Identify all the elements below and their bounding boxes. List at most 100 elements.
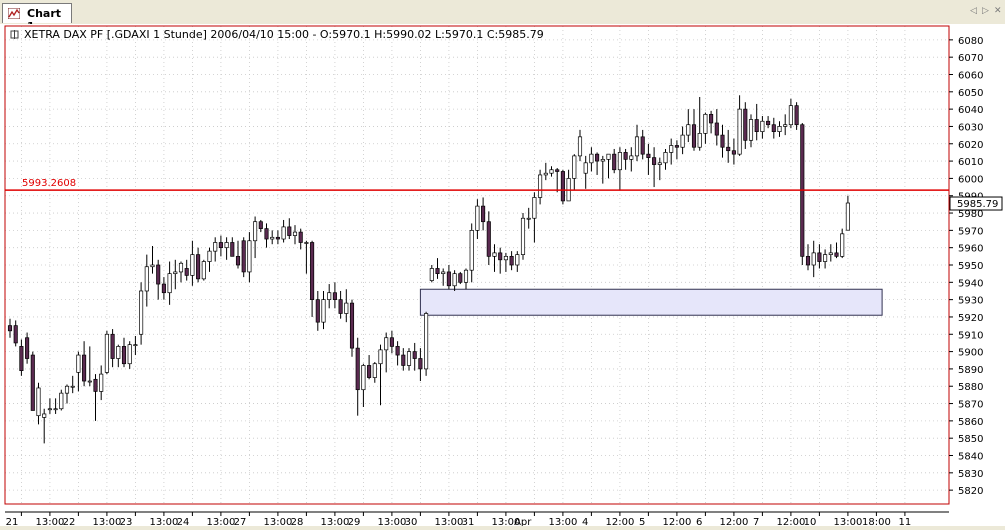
x-tick-label: 13:00 [377,517,406,526]
candle-body [270,236,275,240]
x-tick-label: 30 [405,517,418,526]
candle-body [469,230,474,271]
candle-body [42,413,47,418]
candle-body [332,292,337,300]
y-tick-label: 6080 [958,36,983,47]
close-icon[interactable]: ✕ [994,6,1002,16]
x-tick-label: 12:00 [776,517,805,526]
candle-body [811,252,816,266]
candle-body [481,205,486,223]
candle-body [515,254,520,266]
y-tick-label: 6010 [958,157,983,168]
x-tick-label: 22 [63,517,76,526]
candle-body [258,221,263,229]
candle-body [446,271,451,287]
x-tick-label: 6 [696,517,702,526]
candle-body [178,262,184,273]
candle-body [207,250,212,262]
y-tick-label: 5850 [958,434,983,445]
candle-body [235,255,241,266]
x-tick-label: 12:00 [605,517,634,526]
candle-body [441,271,446,275]
x-tick-label: 13:00 [35,517,64,526]
candle-body [492,252,497,257]
candle-body [424,313,429,370]
y-tick-label: 5980 [958,209,983,220]
candle-body [230,242,235,257]
x-tick-label: 11 [899,517,912,526]
chart-title: XETRA DAX PF [.GDAXI 1 Stunde] 2006/04/1… [24,28,544,41]
candle-body [606,153,611,160]
title-row: XETRA DAX PF [.GDAXI 1 Stunde] 2006/04/1… [10,28,544,41]
candle-body [572,155,577,179]
x-tick-label: 12:00 [662,517,691,526]
candle-body [526,217,531,220]
y-tick-label: 5900 [958,348,983,359]
candle-body [703,113,708,134]
instrument-icon [10,30,19,39]
candle-body [70,385,75,388]
triangle-right-icon[interactable]: ▷ [982,6,989,16]
candle-body [737,108,742,155]
candle-body [452,273,457,287]
candle-body [720,134,725,148]
candle-body [794,105,799,126]
chart-area: 5993.2608 5820 5830 5840 5850 5860 5870 5880 58… [0,24,1005,528]
candle-body [64,385,70,394]
candle-body [458,273,463,283]
candle-body [726,146,731,152]
candle-body [310,242,315,300]
candle-body [264,228,269,240]
candle-body [674,145,679,148]
y-axis: 5820 5830 5840 5850 5860 5870 5880 5890 5900 5910… [949,36,983,497]
candle-body [104,333,109,373]
candle-body [646,153,651,158]
candle-body [25,337,30,359]
x-tick-label: 31 [462,517,475,526]
y-tick-label: 6070 [958,53,983,64]
candle-body [156,264,161,285]
x-tick-label: 18:00 [862,517,891,526]
zone-rectangle [419,288,883,316]
candle-body [754,119,759,132]
candle-body [349,302,355,349]
grid [5,26,949,504]
candle-body [680,134,685,148]
candle-body [93,378,98,392]
candle-body [834,252,839,257]
candlestick-chart: 5993.2608 582058305840585058605870588058… [0,24,1005,528]
candle-body [823,254,828,262]
candle-body [401,354,406,366]
candle-body [600,159,605,162]
x-tick-label: 29 [348,517,361,526]
candle-body [743,108,748,141]
candle-body [139,290,144,335]
candle-body [714,122,719,136]
candle-body [82,354,87,382]
candle-body [213,242,218,252]
candle-body [589,153,594,164]
last-price-box: 5985.79 [949,196,1003,211]
y-tick-label: 6040 [958,105,983,116]
triangle-left-icon[interactable]: ◁ [970,6,977,16]
last-price-box-frame [949,196,1003,211]
candle-body [247,240,252,273]
candle-body [190,254,195,276]
candle-body [549,169,554,174]
y-tick-label: 6060 [958,70,983,81]
y-tick-label: 5950 [958,261,983,272]
candle-body [771,124,776,132]
y-tick-label: 5870 [958,400,983,411]
candle-body [372,363,377,378]
candle-body [30,354,35,411]
candle-body [87,380,92,383]
candle-body [538,174,543,198]
candle-body [532,197,537,219]
candle-body [412,351,417,359]
candle-body [435,268,440,275]
candle-body [253,221,258,242]
tab-chart-1[interactable]: Chart 1 [2,3,72,33]
candle-body [709,113,714,124]
